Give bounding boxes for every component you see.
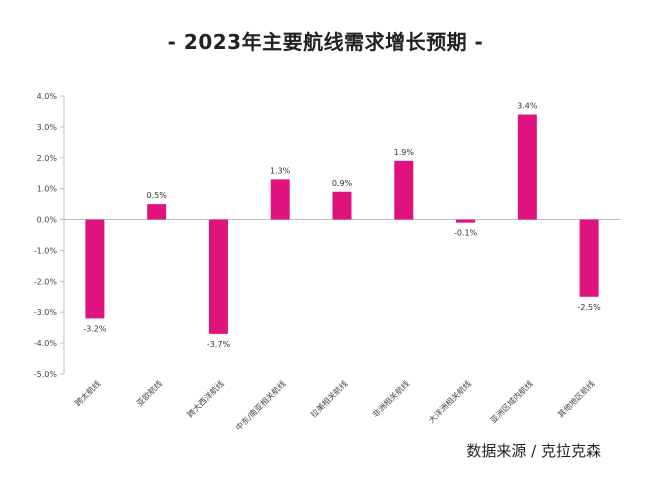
data-label: -3.2% (83, 324, 107, 333)
category-label: 拉美相关航线 (308, 378, 349, 419)
category-label: 亚欧航线 (134, 378, 164, 408)
y-tick-label: 0.0% (37, 216, 58, 225)
bar (147, 204, 167, 220)
bar (394, 160, 414, 220)
y-tick-label: 3.0% (37, 123, 58, 132)
bar (332, 191, 352, 220)
y-tick-label: 2.0% (37, 154, 58, 163)
category-label: 中东/南亚相关航线 (233, 378, 287, 432)
category-label: 跨太航线 (73, 378, 103, 408)
data-label: -3.7% (207, 340, 231, 349)
bar (85, 219, 105, 319)
bar (579, 219, 599, 297)
data-label: 1.3% (270, 166, 291, 175)
data-label: -2.5% (578, 303, 602, 312)
bars (85, 114, 599, 334)
y-tick-label: -1.0% (34, 246, 58, 255)
data-label: 1.9% (394, 148, 415, 157)
data-label: 0.5% (147, 191, 168, 200)
y-tick-label: -5.0% (34, 370, 58, 379)
category-label: 大洋洲相关航线 (426, 378, 473, 425)
data-source-note: 数据来源 / 克拉克森 (466, 442, 601, 460)
y-tick-label: -3.0% (34, 308, 58, 317)
y-tick-label: -2.0% (34, 277, 58, 286)
bar (208, 219, 228, 334)
y-tick-label: 4.0% (37, 92, 58, 101)
category-label: 其他地区航线 (556, 378, 597, 419)
y-tick-label: 1.0% (37, 185, 58, 194)
category-label: 亚洲区域内航线 (488, 378, 535, 425)
category-label: 跨大西洋航线 (185, 378, 226, 419)
data-label: 3.4% (517, 102, 538, 111)
chart-title: - 2023年主要航线需求增长预期 - (167, 30, 484, 54)
bar (517, 114, 537, 220)
bar (456, 219, 476, 223)
data-label: 0.9% (332, 179, 353, 188)
data-label: -0.1% (454, 229, 478, 238)
bar (270, 179, 290, 220)
y-tick-label: -4.0% (34, 339, 58, 348)
category-label: 非洲相关航线 (370, 378, 411, 419)
